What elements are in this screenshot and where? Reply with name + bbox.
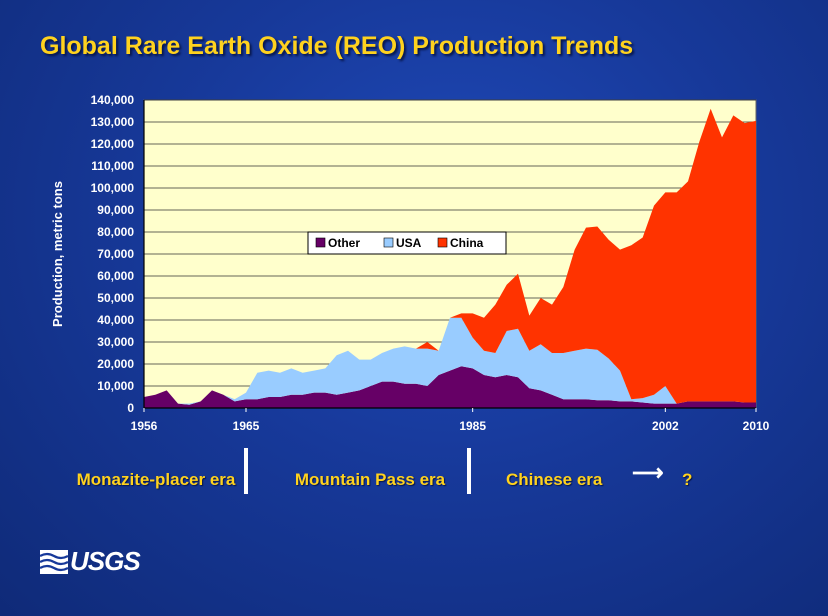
y-axis-label: Production, metric tons xyxy=(50,181,65,327)
y-tick-label: 60,000 xyxy=(97,269,134,283)
y-tick-label: 140,000 xyxy=(91,93,135,107)
y-tick-label: 130,000 xyxy=(91,115,135,129)
y-tick-label: 20,000 xyxy=(97,357,134,371)
era-label-monazite: Monazite-placer era xyxy=(76,470,236,489)
right-arrow-icon: ⟶ xyxy=(632,460,664,485)
y-tick-label: 90,000 xyxy=(97,203,134,217)
y-tick-label: 110,000 xyxy=(91,159,134,173)
legend-label-china: China xyxy=(450,236,484,250)
y-tick-label: 70,000 xyxy=(97,247,134,261)
usgs-logo-text: USGS xyxy=(70,546,141,576)
y-tick-label: 100,000 xyxy=(91,181,135,195)
usgs-wave-icon xyxy=(40,549,68,574)
page-title: Global Rare Earth Oxide (REO) Production… xyxy=(40,32,634,60)
legend xyxy=(307,231,507,255)
era-separator-2 xyxy=(467,448,471,494)
era-separator-1 xyxy=(244,448,248,494)
legend-label-usa: USA xyxy=(396,236,422,250)
series-area-usa xyxy=(144,317,756,405)
x-tick-label: 1985 xyxy=(459,419,486,433)
usgs-logo: USGS xyxy=(40,546,141,577)
y-tick-label: 120,000 xyxy=(91,137,135,151)
series-area-other xyxy=(144,366,756,408)
legend-swatch-china xyxy=(437,237,448,248)
series-area-china xyxy=(144,108,756,404)
legend-swatch-other xyxy=(315,237,326,248)
y-tick-label: 30,000 xyxy=(97,335,134,349)
y-tick-label: 80,000 xyxy=(97,225,134,239)
y-tick-label: 0 xyxy=(127,401,134,415)
era-label-mountain-pass: Mountain Pass era xyxy=(294,470,446,489)
x-tick-label: 1965 xyxy=(233,419,260,433)
y-tick-label: 50,000 xyxy=(97,291,134,305)
legend-label-other: Other xyxy=(328,236,360,250)
y-tick-label: 40,000 xyxy=(97,313,134,327)
era-question-mark: ? xyxy=(682,470,693,489)
x-tick-label: 2002 xyxy=(652,419,679,433)
x-tick-label: 2010 xyxy=(743,419,770,433)
legend-swatch-usa xyxy=(383,237,394,248)
y-tick-label: 10,000 xyxy=(97,379,134,393)
era-label-chinese: Chinese era xyxy=(506,470,603,489)
x-tick-label: 1956 xyxy=(131,419,158,433)
